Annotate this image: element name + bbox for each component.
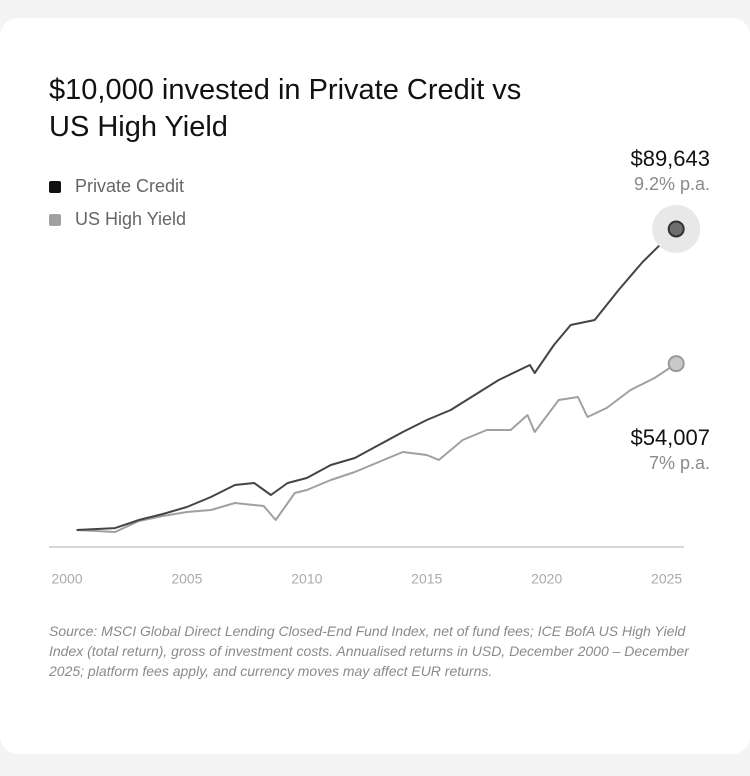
x-tick-label: 2000 <box>51 571 82 587</box>
x-tick-label: 2015 <box>411 571 442 587</box>
chart-title: $10,000 invested in Private Credit vs US… <box>49 74 522 143</box>
source-note: Source: MSCI Global Direct Lending Close… <box>49 623 689 679</box>
x-tick-label: 2005 <box>171 571 202 587</box>
legend-swatch <box>49 181 61 193</box>
end-point <box>667 220 685 238</box>
legend-swatch <box>49 214 61 226</box>
x-tick-label: 2020 <box>531 571 562 587</box>
x-tick-label: 2025 <box>651 571 682 587</box>
card <box>0 18 750 754</box>
end-value-label: $89,643 <box>630 146 710 171</box>
end-note: 7% p.a. <box>649 453 710 473</box>
end-value-label: $54,007 <box>630 425 710 450</box>
x-tick-label: 2010 <box>291 571 322 587</box>
legend-label: US High Yield <box>75 209 186 229</box>
legend-label: Private Credit <box>75 176 184 196</box>
end-note: 9.2% p.a. <box>634 174 710 194</box>
end-point <box>667 355 685 373</box>
series-line <box>76 228 677 531</box>
series-line <box>76 362 677 533</box>
